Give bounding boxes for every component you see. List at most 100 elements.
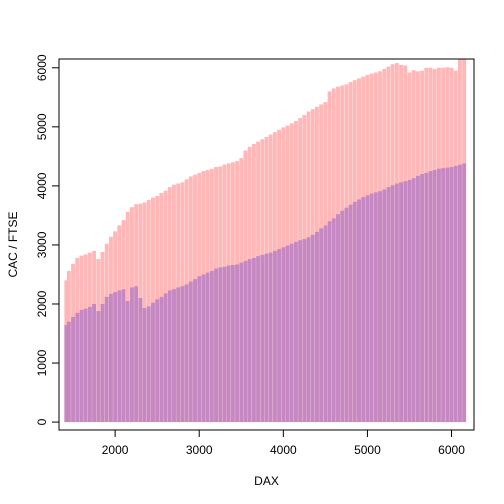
series-2-bar: [201, 274, 206, 423]
series-2-bar: [184, 284, 189, 423]
series-2-bar: [462, 163, 467, 423]
series-2-bar: [218, 267, 223, 423]
series-2-bar: [230, 265, 235, 423]
series-2-bar: [247, 259, 252, 423]
y-axis-title: CAC / FTSE: [6, 211, 20, 277]
series-2-bar: [96, 311, 101, 423]
series-2-bar: [453, 165, 458, 423]
series-2-bar: [146, 306, 151, 423]
series-2-bar: [226, 265, 231, 423]
series-2-bar: [205, 272, 210, 423]
series-2-bar: [138, 298, 143, 423]
series-2-bar: [260, 254, 265, 423]
series-2-bar: [420, 174, 425, 423]
series-2-bar: [256, 256, 261, 423]
series-2-bar: [113, 292, 118, 423]
series-2-bar: [394, 183, 399, 423]
series-2-bar: [117, 290, 122, 423]
series-2-bar: [66, 321, 71, 423]
series-2-bar: [222, 266, 227, 423]
y-tick-label: 1000: [35, 349, 49, 376]
series-2-bar: [100, 303, 105, 423]
series-2-bar: [340, 210, 345, 423]
series-2-bar: [302, 239, 307, 423]
series-2-bar: [399, 182, 404, 423]
series-2-bar: [336, 214, 340, 423]
series-2-bar: [369, 193, 374, 423]
series-2-bar: [378, 191, 382, 423]
series-2-bar: [92, 303, 97, 423]
series-2-bar: [176, 287, 181, 423]
series-2: [64, 163, 467, 423]
series-2-bar: [121, 289, 126, 423]
series-2-bar: [125, 301, 130, 423]
series-2-bar: [214, 268, 218, 423]
series-2-bar: [382, 189, 387, 423]
series-2-bar: [293, 241, 298, 423]
series-2-bar: [319, 228, 324, 423]
x-tick-label: 6000: [438, 443, 465, 457]
series-2-bar: [272, 250, 277, 423]
series-2-bar: [188, 281, 193, 423]
series-2-bar: [235, 264, 240, 423]
series-2-bar: [155, 299, 160, 423]
series-2-bar: [352, 201, 357, 423]
y-tick-label: 6000: [35, 54, 49, 81]
series-2-bar: [209, 270, 214, 423]
series-2-bar: [357, 199, 361, 423]
series-2-bar: [243, 260, 248, 423]
series-2-bar: [306, 237, 311, 423]
series-2-bar: [167, 290, 172, 423]
series-2-bar: [264, 253, 269, 423]
series-2-bar: [285, 245, 290, 423]
series-2-bar: [172, 289, 176, 423]
series-2-bar: [108, 293, 113, 423]
bars-layer: [64, 58, 467, 423]
series-2-bar: [373, 192, 378, 423]
series-2-bar: [75, 312, 80, 423]
series-2-bar: [193, 279, 197, 423]
series-2-bar: [323, 225, 328, 423]
series-2-bar: [361, 197, 366, 423]
series-2-bar: [310, 234, 315, 423]
series-2-bar: [428, 171, 433, 423]
axes-layer: 2000 3000 4000 5000 6000 0 1000 2000 3000 4000 500…: [35, 54, 475, 457]
series-2-bar: [407, 179, 412, 423]
x-tick-label: 4000: [270, 443, 297, 457]
y-tick-label: 5000: [35, 113, 49, 140]
series-2-bar: [457, 164, 462, 423]
series-2-bar: [441, 168, 446, 423]
series-2-bar: [344, 207, 349, 423]
series-2-bar: [289, 243, 294, 423]
x-tick-label: 5000: [354, 443, 381, 457]
series-2-bar: [239, 262, 244, 423]
series-2-bar: [386, 187, 391, 423]
series-2-bar: [79, 309, 84, 423]
series-2-bar: [403, 181, 408, 423]
series-2-bar: [432, 169, 437, 423]
series-2-bar: [298, 240, 303, 423]
series-2-bar: [134, 286, 139, 423]
series-2-bar: [415, 175, 420, 423]
series-2-bar: [104, 296, 109, 423]
series-2-bar: [436, 168, 441, 423]
y-tick-label: 4000: [35, 172, 49, 199]
x-tick-label: 3000: [186, 443, 213, 457]
x-axis-title: DAX: [254, 474, 279, 488]
y-tick-label: 0: [35, 418, 49, 425]
x-tick-label: 2000: [102, 443, 129, 457]
series-2-bar: [129, 287, 134, 423]
series-2-bar: [180, 286, 185, 423]
series-2-bar: [445, 167, 450, 423]
series-2-bar: [151, 302, 155, 423]
series-2-bar: [424, 172, 429, 423]
series-2-bar: [348, 204, 353, 423]
series-2-bar: [411, 178, 416, 423]
series-2-bar: [365, 195, 370, 423]
series-2-bar: [251, 257, 256, 423]
series-2-bar: [142, 308, 147, 423]
series-2-bar: [277, 249, 282, 423]
series-2-bar: [268, 252, 273, 423]
series-2-bar: [197, 276, 202, 423]
